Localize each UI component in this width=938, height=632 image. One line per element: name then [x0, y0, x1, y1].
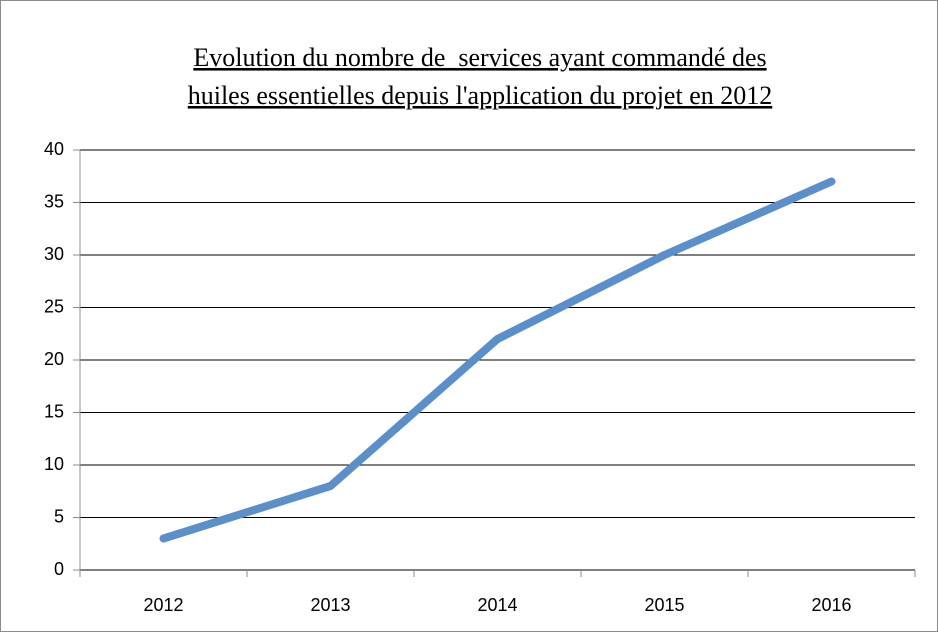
y-tick-label: 35	[44, 191, 64, 211]
y-tick-label: 10	[44, 454, 64, 474]
x-tick-label: 2016	[811, 595, 851, 615]
x-tick-label: 2013	[310, 595, 350, 615]
chart-title: huiles essentielles depuis l'application…	[188, 81, 773, 110]
y-tick-label: 30	[44, 244, 64, 264]
x-tick-label: 2012	[143, 595, 183, 615]
y-tick-label: 5	[54, 506, 64, 526]
x-tick-label: 2015	[644, 595, 684, 615]
y-tick-label: 15	[44, 401, 64, 421]
y-tick-label: 0	[54, 559, 64, 579]
y-tick-label: 25	[44, 296, 64, 316]
data-line	[159, 177, 836, 543]
x-tick-label: 2014	[477, 595, 517, 615]
y-tick-label: 40	[44, 139, 64, 159]
chart-title: Evolution du nombre de services ayant co…	[193, 43, 766, 72]
y-tick-label: 20	[44, 349, 64, 369]
